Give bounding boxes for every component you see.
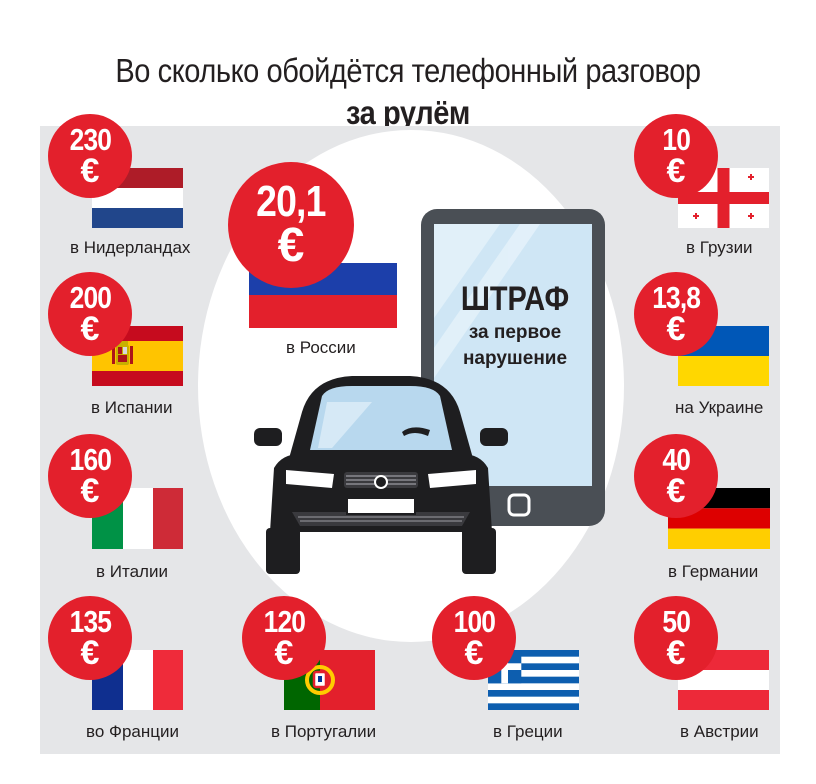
spain-label: в Испании bbox=[91, 398, 173, 417]
euro-icon: € bbox=[464, 634, 484, 672]
russia-label: в России bbox=[286, 338, 356, 357]
euro-icon: € bbox=[80, 634, 100, 672]
russia-fine-amount: 20,1 bbox=[256, 177, 326, 226]
france-fine-badge: 135 € bbox=[48, 596, 132, 680]
euro-icon: € bbox=[80, 472, 100, 510]
euro-icon: € bbox=[666, 310, 686, 348]
georgia-fine-badge: 10 € bbox=[634, 114, 718, 198]
greece-label: в Греции bbox=[493, 722, 563, 741]
ukraine-label: на Украине bbox=[675, 398, 764, 417]
spain-flag bbox=[92, 326, 183, 386]
netherlands-label: в Нидерландах bbox=[70, 238, 191, 257]
euro-icon: € bbox=[274, 634, 294, 672]
phone-line-2: нарушение bbox=[462, 348, 568, 369]
euro-icon: € bbox=[666, 634, 686, 672]
euro-icon: € bbox=[666, 152, 686, 190]
france-label: во Франции bbox=[86, 722, 179, 741]
euro-icon: € bbox=[80, 310, 100, 348]
georgia-fine-amount: 10 bbox=[662, 122, 690, 157]
russia-fine-badge: 20,1 € bbox=[228, 162, 354, 288]
phone-line-1: за первое bbox=[468, 322, 562, 343]
italy-label: в Италии bbox=[96, 562, 168, 581]
germany-fine-amount: 40 bbox=[662, 442, 690, 477]
netherlands-fine-amount: 230 bbox=[69, 122, 111, 157]
germany-label: в Германии bbox=[668, 562, 759, 581]
portugal-label: в Португалии bbox=[271, 722, 377, 741]
ukraine-fine-amount: 13,8 bbox=[652, 280, 701, 315]
austria-fine-badge: 50 € bbox=[634, 596, 718, 680]
euro-icon: € bbox=[666, 472, 686, 510]
france-fine-amount: 135 bbox=[69, 604, 111, 639]
car-icon bbox=[254, 376, 508, 574]
netherlands-fine-badge: 230 € bbox=[48, 114, 132, 198]
portugal-flag bbox=[284, 650, 375, 710]
spain-fine-badge: 200 € bbox=[48, 272, 132, 356]
austria-flag bbox=[678, 650, 769, 710]
italy-fine-badge: 160 € bbox=[48, 434, 132, 518]
ukraine-fine-badge: 13,8 € bbox=[634, 272, 718, 356]
spain-coat-of-arms-icon bbox=[112, 341, 133, 365]
title-line-1: Во сколько обойдётся телефонный разговор bbox=[115, 52, 701, 89]
portugal-fine-badge: 120 € bbox=[242, 596, 326, 680]
euro-icon: € bbox=[277, 219, 305, 272]
title-line-2: за рулём bbox=[346, 94, 470, 131]
france-flag bbox=[92, 650, 183, 710]
greece-fine-badge: 100 € bbox=[432, 596, 516, 680]
spain-fine-amount: 200 bbox=[69, 280, 111, 315]
germany-fine-badge: 40 € bbox=[634, 434, 718, 518]
portugal-fine-amount: 120 bbox=[263, 604, 305, 639]
austria-label: в Австрии bbox=[680, 722, 759, 741]
italy-fine-amount: 160 bbox=[69, 442, 111, 477]
phone-headline: ШТРАФ bbox=[460, 280, 570, 318]
georgia-label: в Грузии bbox=[686, 238, 753, 257]
euro-icon: € bbox=[80, 152, 100, 190]
greece-fine-amount: 100 bbox=[453, 604, 495, 639]
austria-fine-amount: 50 bbox=[662, 604, 690, 639]
